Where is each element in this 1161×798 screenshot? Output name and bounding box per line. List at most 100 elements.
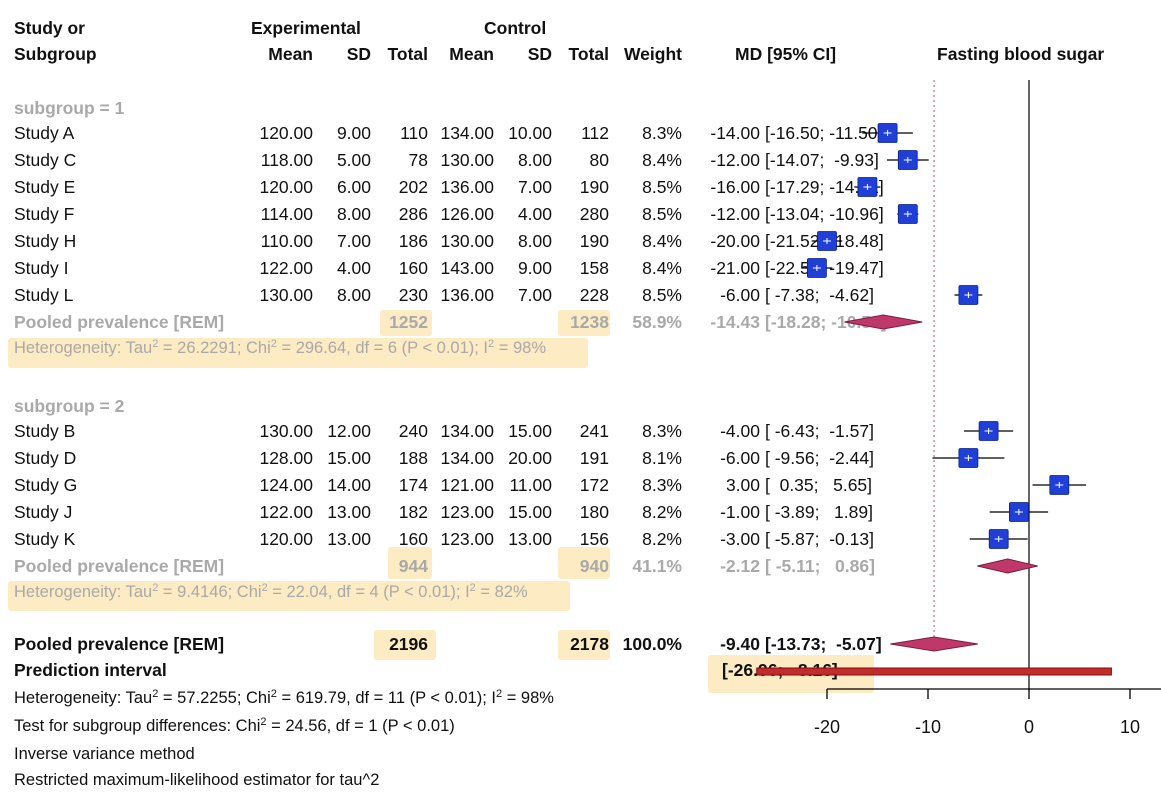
c-sd: 7.00	[517, 177, 552, 197]
e-mean: 128.00	[259, 448, 313, 468]
c-sd: 8.00	[517, 150, 552, 170]
weight: 8.4%	[642, 258, 682, 278]
plot-title: Fasting blood sugar	[937, 44, 1105, 64]
header-weight: Weight	[623, 44, 682, 64]
ci: [ -7.38; -4.62]	[765, 285, 874, 305]
header-e-mean: Mean	[268, 44, 313, 64]
study-name: Study J	[14, 502, 73, 522]
pooled-diamond	[890, 636, 978, 652]
prediction-interval-label: Prediction interval	[14, 660, 167, 680]
x-tick-label: -10	[915, 717, 941, 737]
e-total: 286	[398, 204, 428, 224]
c-total: 180	[579, 502, 609, 522]
c-sd: 9.00	[517, 258, 552, 278]
study-name: Study A	[14, 123, 75, 143]
c-sd: 15.00	[508, 421, 552, 441]
highlight-overall-c-total	[558, 630, 610, 660]
c-mean: 126.00	[440, 204, 494, 224]
study-name: Study I	[14, 258, 69, 278]
e-sd: 14.00	[327, 475, 371, 495]
md: -12.00	[710, 150, 760, 170]
c-total: 172	[579, 475, 609, 495]
subgroup-pooled-weight: 41.1%	[632, 556, 682, 576]
highlight-sg2-c-total	[558, 547, 610, 579]
header-control: Control	[484, 18, 547, 38]
c-mean: 130.00	[440, 150, 494, 170]
pooled-diamond	[977, 558, 1038, 574]
c-sd: 20.00	[508, 448, 552, 468]
study-name: Study C	[14, 150, 77, 170]
e-mean: 120.00	[259, 177, 313, 197]
e-mean: 124.00	[259, 475, 313, 495]
subgroup-pooled-c-total: 940	[579, 556, 609, 576]
ci: [-14.07; -9.93]	[765, 150, 879, 170]
md: -14.00	[710, 123, 760, 143]
md: -4.00	[720, 421, 760, 441]
e-mean: 114.00	[260, 204, 313, 224]
header-e-sd: SD	[346, 44, 371, 64]
md: -20.00	[710, 231, 760, 251]
weight: 8.5%	[642, 285, 682, 305]
study-name: Study F	[14, 204, 75, 224]
header-study-line1: Study or	[14, 18, 85, 38]
e-sd: 15.00	[327, 448, 371, 468]
overall-c-total: 2178	[570, 634, 609, 654]
ci: [ 0.35; 5.65]	[765, 475, 873, 495]
study-name: Study D	[14, 448, 77, 468]
e-total: 240	[398, 421, 428, 441]
overall-md: -9.40	[720, 634, 760, 654]
c-total: 241	[579, 421, 609, 441]
x-tick-label: 0	[1024, 717, 1034, 737]
pooled-diamond	[844, 314, 923, 330]
overall-e-total: 2196	[389, 634, 428, 654]
footer-heterogeneity: Heterogeneity: Tau2 = 57.2255; Chi2 = 61…	[14, 688, 554, 708]
ci: [ -6.43; -1.57]	[765, 421, 874, 441]
footer-subgroup-test: Test for subgroup differences: Chi2 = 24…	[14, 716, 455, 736]
c-mean: 123.00	[440, 502, 494, 522]
e-total: 188	[398, 448, 428, 468]
subgroup-pooled-c-total: 1238	[570, 312, 609, 332]
study-name: Study B	[14, 421, 76, 441]
subgroup-label: subgroup = 2	[14, 396, 125, 416]
md: 3.00	[725, 475, 760, 495]
e-sd: 13.00	[327, 529, 371, 549]
e-mean: 130.00	[259, 285, 313, 305]
weight: 8.5%	[642, 177, 682, 197]
ci: [-16.50; -11.50]	[765, 123, 883, 143]
e-total: 202	[398, 177, 428, 197]
md: -16.00	[710, 177, 760, 197]
subgroup-pooled-md: -14.43	[710, 312, 760, 332]
e-mean: 118.00	[260, 150, 313, 170]
c-mean: 136.00	[440, 177, 494, 197]
c-mean: 130.00	[440, 231, 494, 251]
c-total: 191	[579, 448, 609, 468]
md: -3.00	[720, 529, 760, 549]
x-tick-label: -20	[814, 717, 840, 737]
e-sd: 7.00	[336, 231, 371, 251]
study-name: Study G	[14, 475, 78, 495]
c-sd: 7.00	[517, 285, 552, 305]
weight: 8.2%	[642, 529, 682, 549]
prediction-interval-bar	[756, 667, 1112, 676]
c-mean: 134.00	[440, 448, 494, 468]
ci: [ -3.89; 1.89]	[765, 502, 873, 522]
c-total: 158	[579, 258, 609, 278]
c-total: 228	[579, 285, 609, 305]
weight: 8.4%	[642, 150, 682, 170]
e-total: 186	[398, 231, 428, 251]
header-e-total: Total	[387, 44, 428, 64]
subgroup-pooled-md: -2.12	[720, 556, 760, 576]
e-mean: 110.00	[260, 231, 313, 251]
c-sd: 8.00	[517, 231, 552, 251]
md: -1.00	[720, 502, 760, 522]
highlight-sg1-e-total	[380, 310, 432, 336]
e-sd: 8.00	[336, 285, 371, 305]
c-mean: 136.00	[440, 285, 494, 305]
highlight-sg1-c-total	[558, 310, 610, 336]
overall-ci: [-13.73; -5.07]	[765, 634, 882, 654]
footer-method: Inverse variance method	[14, 745, 195, 763]
e-mean: 130.00	[259, 421, 313, 441]
weight: 8.4%	[642, 231, 682, 251]
weight: 8.3%	[642, 421, 682, 441]
